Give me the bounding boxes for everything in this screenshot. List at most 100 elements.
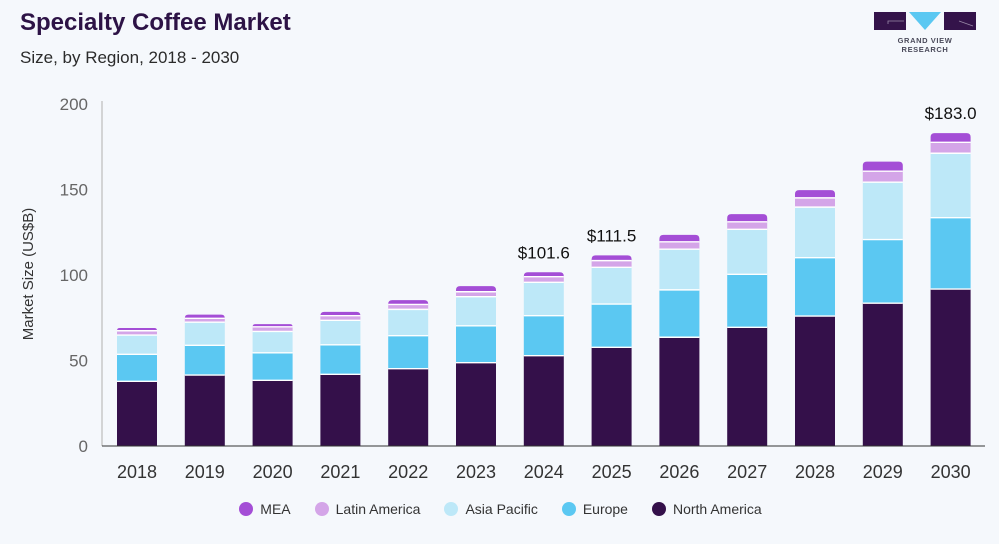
bar-stack-2030 [930, 133, 971, 446]
bar-segment-europe [862, 239, 903, 304]
y-axis: 0 50 100 150 200 [60, 95, 103, 456]
x-tick-label: 2027 [727, 462, 767, 482]
bar-segment-latin-america [591, 260, 632, 268]
bar-segment-mea [930, 133, 971, 143]
bar-segment-latin-america [795, 197, 835, 208]
bar-stack-2025 [591, 255, 632, 446]
bar-segment-latin-america [320, 315, 361, 321]
bar-segment-europe [659, 289, 700, 338]
legend-label: Asia Pacific [465, 501, 538, 517]
bar-segment-north-america [862, 303, 903, 446]
bar-segment-asia-pacific [117, 335, 157, 355]
bar-segment-asia-pacific [862, 182, 903, 240]
bar-segment-latin-america [727, 221, 768, 230]
x-tick-label: 2021 [320, 462, 360, 482]
logo-text: GRAND VIEW RESEARCH [897, 36, 953, 54]
bar-segment-north-america [252, 380, 293, 446]
x-tick-label: 2023 [456, 462, 496, 482]
bar-segment-latin-america [930, 142, 971, 154]
bar-segment-latin-america [252, 326, 293, 332]
y-tick-label: 200 [60, 95, 88, 114]
legend-item-north-america[interactable]: North America [651, 501, 762, 517]
bar-segment-mea [659, 234, 700, 242]
y-tick-label: 50 [69, 352, 88, 371]
bar-segment-asia-pacific [320, 320, 361, 345]
total-annotation: $183.0 [925, 104, 977, 123]
bar-segment-europe [930, 217, 971, 290]
bar-stack-2023 [456, 286, 496, 446]
logo-triangle [909, 12, 941, 30]
bar-segment-asia-pacific [523, 282, 564, 316]
bar-segment-asia-pacific [388, 309, 429, 336]
legend-label: Europe [582, 501, 628, 517]
bar-segment-north-america [388, 368, 429, 446]
bar-stack-2028 [795, 190, 835, 446]
chart-subtitle: Size, by Region, 2018 - 2030 [20, 48, 240, 67]
bar-segment-north-america [795, 316, 835, 446]
y-tick-label: 150 [60, 181, 88, 200]
legend: MEA Latin America Asia Pacific Europe North … [0, 501, 999, 517]
legend-item-europe[interactable]: Europe [561, 501, 628, 517]
x-axis: 2018 2019 2020 2021 2022 2023 2024 2025 2026 2027… [102, 445, 985, 482]
bar-segment-mea [862, 161, 903, 172]
bar-segment-mea [388, 300, 429, 305]
bars [117, 133, 971, 446]
bar-segment-latin-america [184, 318, 225, 323]
x-tick-label: 2028 [795, 462, 835, 482]
total-annotation: $101.6 [518, 243, 570, 262]
x-tick-label: 2029 [863, 462, 903, 482]
bar-segment-europe [184, 345, 225, 376]
bar-segment-latin-america [659, 241, 700, 250]
x-tick-label: 2020 [253, 462, 293, 482]
bar-stack-2018 [117, 328, 157, 446]
bar-segment-asia-pacific [456, 296, 496, 326]
x-tick-label: 2018 [117, 462, 157, 482]
x-tick-label: 2022 [388, 462, 428, 482]
legend-item-asia-pacific[interactable]: Asia Pacific [444, 501, 538, 517]
bar-segment-asia-pacific [591, 267, 632, 305]
bar-segment-latin-america [117, 330, 157, 336]
bar-segment-asia-pacific [252, 331, 293, 353]
bar-segment-europe [117, 354, 157, 382]
bar-stack-2024 [523, 272, 564, 446]
bar-segment-latin-america [523, 276, 564, 283]
bar-stack-2026 [659, 234, 700, 446]
bar-segment-mea [727, 214, 768, 222]
logo-right-mark [958, 20, 974, 27]
y-tick-label: 100 [60, 266, 88, 285]
legend-item-latin-america[interactable]: Latin America [314, 501, 421, 517]
legend-dot-icon [561, 502, 576, 516]
bar-stack-2019 [184, 314, 225, 446]
bar-segment-mea [456, 286, 496, 292]
bar-segment-europe [388, 335, 429, 369]
bar-segment-asia-pacific [727, 229, 768, 275]
bar-segment-europe [795, 257, 835, 317]
bar-segment-latin-america [388, 304, 429, 310]
bar-segment-north-america [456, 362, 496, 446]
bar-segment-north-america [727, 327, 768, 446]
legend-label: Latin America [335, 501, 421, 517]
bar-segment-north-america [659, 337, 700, 446]
legend-dot-icon [239, 502, 254, 516]
grand-view-research-logo [874, 12, 976, 30]
bar-segment-europe [591, 304, 632, 348]
legend-dot-icon [651, 502, 666, 516]
bar-segment-mea [523, 272, 564, 277]
y-axis-label: Market Size (US$B) [20, 208, 37, 341]
annotations: $101.6 $111.5 $183.0 [518, 104, 977, 262]
bar-segment-north-america [930, 289, 971, 446]
bar-stack-2027 [727, 214, 768, 446]
total-annotation: $111.5 [587, 226, 636, 245]
bar-stack-2029 [862, 161, 903, 446]
bar-segment-north-america [320, 374, 361, 446]
bar-segment-europe [727, 274, 768, 328]
bar-segment-europe [523, 315, 564, 356]
bar-segment-latin-america [862, 171, 903, 183]
bar-segment-europe [320, 344, 361, 375]
legend-item-mea[interactable]: MEA [239, 501, 291, 517]
y-tick-label: 0 [79, 437, 88, 456]
bar-segment-europe [456, 325, 496, 363]
x-tick-label: 2024 [524, 462, 564, 482]
bar-segment-europe [252, 352, 293, 381]
bar-stack-2022 [388, 300, 429, 446]
